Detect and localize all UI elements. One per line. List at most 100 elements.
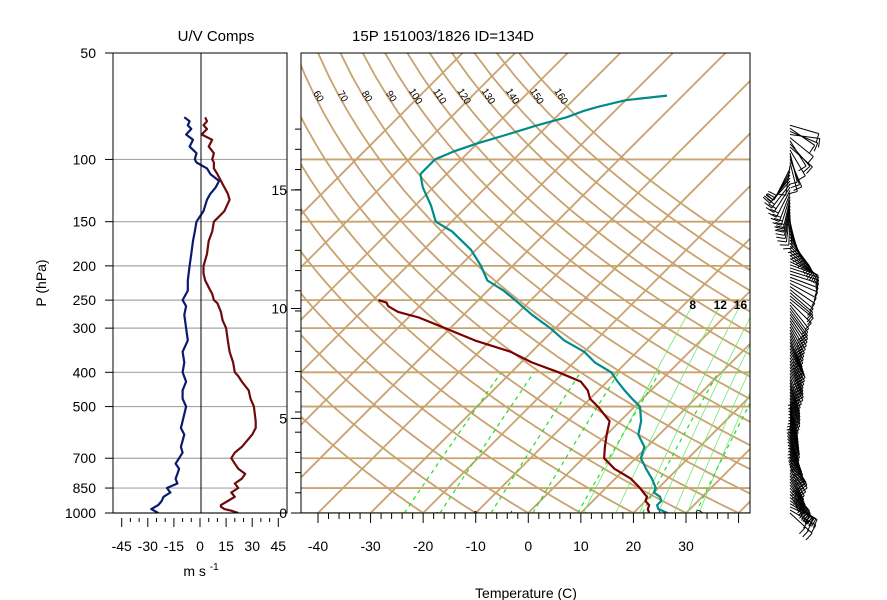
wind-tick-label--15: -15 bbox=[164, 538, 184, 554]
wind-barb-flag bbox=[764, 202, 773, 209]
wind-barb-flag bbox=[791, 416, 801, 421]
wind-barb-flag bbox=[806, 312, 814, 320]
temperature-tick-label--20: -20 bbox=[413, 538, 433, 554]
mixing-ratio-bottom-label-2: .5 bbox=[507, 509, 521, 522]
wind-barb-staff bbox=[789, 127, 815, 146]
wind-barb-staff bbox=[789, 289, 814, 309]
temperature-axis: -40 -30 -20 -10 0 10 20 30 bbox=[308, 513, 740, 554]
wind-barb-flag bbox=[794, 376, 803, 382]
wind-barb-flag bbox=[795, 498, 804, 504]
wind-barb-flag bbox=[791, 419, 801, 424]
wind-barb-flag bbox=[777, 240, 787, 243]
wind-barb-staff bbox=[789, 304, 810, 329]
pressure-tick-label-300: 300 bbox=[73, 320, 97, 336]
wind-barb-staff bbox=[789, 218, 793, 249]
wind-barb-staff bbox=[789, 162, 798, 192]
wind-barb-flag bbox=[762, 196, 771, 204]
wind-barb-flag bbox=[800, 331, 809, 339]
dry-adiabat-40 bbox=[301, 162, 741, 513]
wind-barb-flag bbox=[789, 452, 799, 457]
wind-barb-flag bbox=[768, 203, 777, 210]
dry-adiabat-extra bbox=[301, 207, 689, 513]
uv-pressure-gridlines bbox=[113, 158, 287, 514]
dry-adiabat-label-150: 150 bbox=[527, 87, 545, 107]
wind-barb-flag bbox=[790, 410, 800, 415]
wind-barb-flag bbox=[799, 487, 808, 494]
wind-barb-flag bbox=[765, 207, 774, 213]
wind-barb-flag bbox=[813, 142, 819, 152]
wind-barb-flag bbox=[789, 421, 799, 426]
wind-barb-flag bbox=[768, 212, 777, 218]
wind-barb-flag bbox=[795, 396, 804, 402]
pressure-tick-label-100: 100 bbox=[73, 151, 97, 167]
wind-barb-flag bbox=[798, 482, 807, 488]
wind-barb-flag bbox=[790, 464, 800, 470]
isotherm-0 bbox=[527, 290, 750, 513]
wind-barb-flag bbox=[795, 356, 805, 362]
pressure-tick-label-500: 500 bbox=[73, 399, 97, 415]
wind-barb-flag bbox=[795, 501, 805, 507]
wind-barb-staff bbox=[789, 221, 798, 251]
mixing-ratio-label-16: 16 bbox=[734, 298, 748, 312]
wind-barb-staff bbox=[789, 130, 818, 144]
wind-barb-flag bbox=[794, 373, 804, 379]
isotherm-20 bbox=[632, 395, 750, 513]
dry-adiabat-extra bbox=[301, 415, 425, 513]
pressure-tick-label-250: 250 bbox=[73, 292, 97, 308]
wind-barb-flag bbox=[806, 314, 814, 323]
pressure-tick-label-850: 850 bbox=[73, 480, 97, 496]
wind-barb-staff bbox=[789, 301, 812, 324]
uv-series-1 bbox=[200, 116, 257, 513]
temperature-tick-label-10: 10 bbox=[573, 538, 589, 554]
mixing-ratio-dashed-0.5 bbox=[490, 371, 582, 513]
isotherm--70 bbox=[301, 53, 621, 374]
wind-axis-unit-exponent: -1 bbox=[210, 562, 219, 573]
wind-barb-flag bbox=[799, 507, 808, 514]
wind-barb-flag bbox=[812, 274, 818, 283]
wind-barb-flag bbox=[789, 418, 799, 423]
mixing-ratio-bottom-label-0: .1 bbox=[433, 509, 447, 522]
wind-barb-flag bbox=[789, 409, 799, 414]
wind-barb-staff bbox=[789, 143, 811, 167]
wind-barb-flag bbox=[791, 362, 801, 367]
mixing-ratio-bottom-label-4: 2 bbox=[582, 510, 595, 521]
wind-barb-flag bbox=[795, 487, 804, 494]
wind-barb-flag bbox=[794, 362, 803, 368]
wind-barb-flag bbox=[811, 518, 817, 527]
wind-barb-flag bbox=[787, 250, 797, 254]
mixing-ratio-line-32 bbox=[698, 391, 750, 513]
temperature-tick-label-20: 20 bbox=[626, 538, 642, 554]
wind-barb-flag bbox=[800, 509, 808, 517]
isotherm--100 bbox=[301, 53, 464, 216]
dry-adiabat-extra bbox=[301, 250, 636, 513]
dry-adiabat-120 bbox=[428, 53, 750, 334]
skewt-frame bbox=[300, 52, 751, 514]
wind-barb-flag bbox=[768, 190, 777, 196]
wind-barb-flag bbox=[790, 454, 800, 458]
wind-barb-flag bbox=[790, 463, 800, 468]
wind-barb-flag bbox=[791, 466, 800, 471]
wind-barb-flag bbox=[793, 380, 802, 386]
wind-barb-flag bbox=[790, 429, 800, 434]
wind-barb-flag bbox=[797, 175, 806, 181]
wind-barb-flag bbox=[789, 449, 799, 454]
wind-barb-staff bbox=[789, 298, 814, 319]
wind-barb-flag bbox=[794, 369, 803, 374]
skewt-panel: 15P 151003/1826 ID=134D 40 50 60 70 80 90 100 1… bbox=[271, 28, 751, 600]
wind-barb-flag bbox=[809, 145, 816, 154]
dry-adiabat-extra bbox=[301, 292, 583, 513]
wind-barb-flag bbox=[788, 459, 798, 463]
wind-barb-flag bbox=[800, 338, 808, 345]
wind-barb-flag bbox=[811, 297, 817, 307]
wind-barb-flag bbox=[792, 355, 802, 361]
wind-barb-staff bbox=[789, 286, 816, 304]
wind-barb-flag bbox=[798, 345, 807, 352]
dewpoint-profile bbox=[378, 299, 651, 513]
wind-barb-flag bbox=[775, 233, 785, 236]
wind-tick-label--45: -45 bbox=[112, 538, 132, 554]
wind-barb-flag bbox=[805, 532, 813, 541]
wind-barb-flag bbox=[788, 191, 798, 195]
height-axis: 0 5 10 15 bbox=[271, 128, 301, 521]
wind-barb-flag bbox=[815, 283, 820, 293]
wind-barb-staff bbox=[789, 134, 820, 140]
